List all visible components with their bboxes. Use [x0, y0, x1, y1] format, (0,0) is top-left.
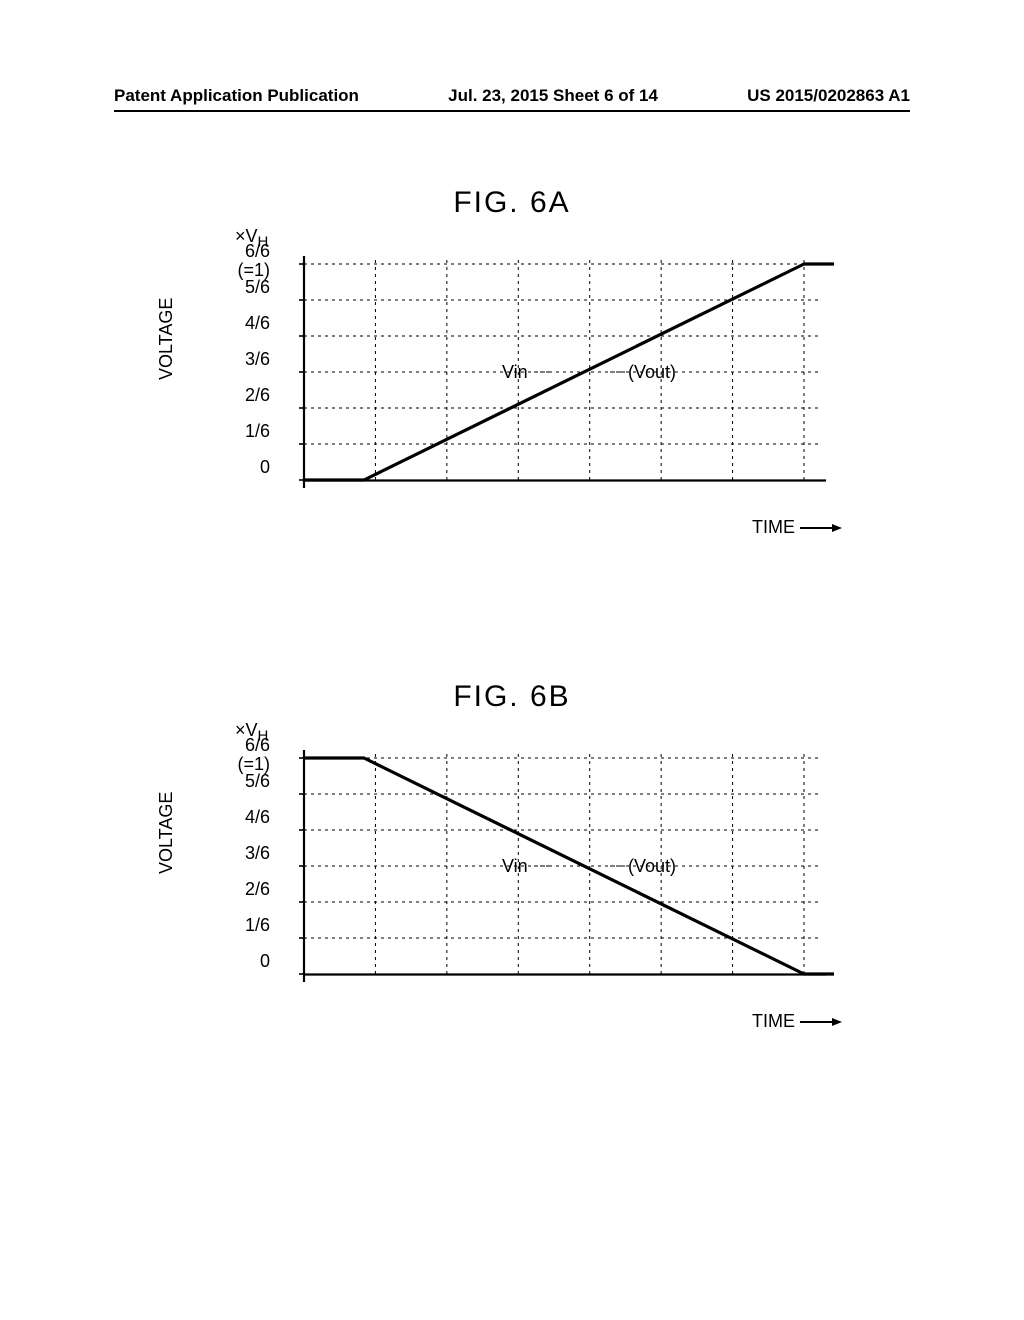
header-left: Patent Application Publication	[114, 86, 359, 106]
header-rule	[114, 110, 910, 112]
y-tick-label: 0	[260, 952, 270, 970]
figure-6b-xaxis-text: TIME	[752, 1011, 795, 1031]
figure-6b-chart: Vin (Vout)	[274, 738, 834, 996]
y-tick-label: 2/6	[245, 386, 270, 404]
header-right: US 2015/0202863 A1	[747, 86, 910, 106]
arrow-right-icon	[800, 523, 842, 533]
figure-6b-block: FIG. 6B VOLTAGE ×VH 6/6(=1)5/64/63/62/61…	[162, 680, 862, 1004]
y-tick-label: 0	[260, 458, 270, 476]
y-tick-label: 1/6	[245, 916, 270, 934]
svg-text:(Vout): (Vout)	[628, 856, 676, 876]
y-tick-label: 1/6	[245, 422, 270, 440]
y-tick-label: 5/6	[245, 278, 270, 296]
figure-6a-xaxis-text: TIME	[752, 517, 795, 537]
figure-6a-xaxis-title: TIME	[752, 517, 842, 538]
y-tick-label: 4/6	[245, 314, 270, 332]
y-tick-label: 4/6	[245, 808, 270, 826]
figure-6b-chart-wrap: VOLTAGE ×VH 6/6(=1)5/64/63/62/61/60 Vin(…	[162, 724, 862, 1004]
svg-text:Vin: Vin	[502, 362, 528, 382]
figure-6b-yaxis-title: VOLTAGE	[156, 792, 177, 874]
figure-6a-title: FIG. 6A	[162, 186, 862, 220]
figure-6a-chart: Vin (Vout)	[274, 244, 834, 502]
page-header: Patent Application Publication Jul. 23, …	[0, 86, 1024, 106]
y-tick-label: 3/6	[245, 844, 270, 862]
svg-text:Vin: Vin	[502, 856, 528, 876]
svg-text:(Vout): (Vout)	[628, 362, 676, 382]
arrow-right-icon	[800, 1017, 842, 1027]
figure-6a-chart-wrap: VOLTAGE ×VH 6/6(=1)5/64/63/62/61/60 Vin(…	[162, 230, 862, 510]
figure-6b-title: FIG. 6B	[162, 680, 862, 714]
y-tick-label: 2/6	[245, 880, 270, 898]
y-tick-label: 3/6	[245, 350, 270, 368]
y-tick-label: 6/6	[245, 242, 270, 260]
y-tick-label: 6/6	[245, 736, 270, 754]
figure-6b-xaxis-title: TIME	[752, 1011, 842, 1032]
figure-6a-yaxis-title: VOLTAGE	[156, 298, 177, 380]
header-center: Jul. 23, 2015 Sheet 6 of 14	[448, 86, 658, 106]
figure-6a-block: FIG. 6A VOLTAGE ×VH 6/6(=1)5/64/63/62/61…	[162, 186, 862, 510]
y-tick-label: 5/6	[245, 772, 270, 790]
